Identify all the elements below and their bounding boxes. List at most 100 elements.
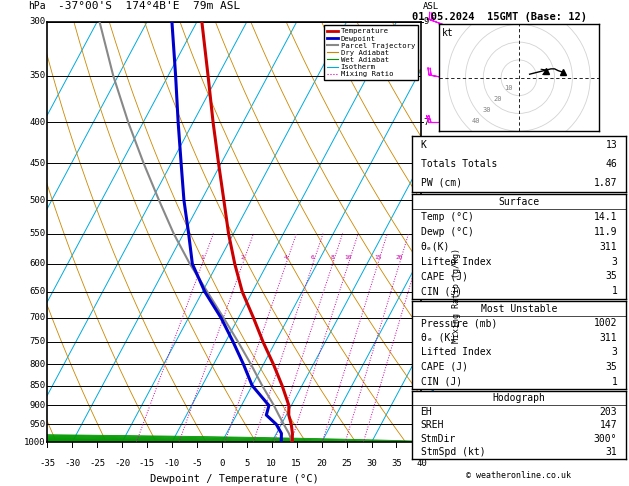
Text: Mixing Ratio (g/kg): Mixing Ratio (g/kg) xyxy=(452,248,460,343)
Text: 203: 203 xyxy=(599,407,617,417)
Text: hPa: hPa xyxy=(28,1,45,11)
Text: © weatheronline.co.uk: © weatheronline.co.uk xyxy=(467,471,571,480)
Text: 40: 40 xyxy=(416,459,427,468)
Text: 15: 15 xyxy=(374,255,381,260)
Text: 0: 0 xyxy=(219,459,225,468)
Text: 300°: 300° xyxy=(594,434,617,444)
Text: 1: 1 xyxy=(423,381,429,390)
Text: km
ASL: km ASL xyxy=(423,0,440,11)
Text: Lifted Index: Lifted Index xyxy=(421,257,491,267)
Text: Totals Totals: Totals Totals xyxy=(421,159,497,169)
Text: 1: 1 xyxy=(200,255,204,260)
Text: θₑ(K): θₑ(K) xyxy=(421,242,450,252)
Text: 311: 311 xyxy=(599,242,617,252)
Text: Surface: Surface xyxy=(498,197,540,207)
Text: 3: 3 xyxy=(611,347,617,357)
Text: 3: 3 xyxy=(423,313,429,322)
Text: -20: -20 xyxy=(114,459,130,468)
Text: 6: 6 xyxy=(311,255,314,260)
Text: 11.9: 11.9 xyxy=(594,226,617,237)
Text: 500: 500 xyxy=(29,196,45,205)
Text: 10: 10 xyxy=(504,86,513,91)
Text: 300: 300 xyxy=(29,17,45,26)
Legend: Temperature, Dewpoint, Parcel Trajectory, Dry Adiabat, Wet Adiabat, Isotherm, Mi: Temperature, Dewpoint, Parcel Trajectory… xyxy=(324,25,418,80)
Text: 01.05.2024  15GMT (Base: 12): 01.05.2024 15GMT (Base: 12) xyxy=(412,12,587,22)
Text: 1002: 1002 xyxy=(594,318,617,328)
Text: -30: -30 xyxy=(64,459,80,468)
Text: CAPE (J): CAPE (J) xyxy=(421,272,467,281)
Text: kt: kt xyxy=(442,28,454,37)
Text: 950: 950 xyxy=(29,420,45,429)
Text: 450: 450 xyxy=(29,159,45,168)
Text: 40: 40 xyxy=(472,118,481,123)
Text: 1: 1 xyxy=(611,377,617,386)
Text: 15: 15 xyxy=(291,459,302,468)
Text: 900: 900 xyxy=(29,401,45,410)
Text: 30: 30 xyxy=(482,107,491,113)
Text: 1: 1 xyxy=(611,286,617,296)
Text: EH: EH xyxy=(421,407,432,417)
Text: CIN (J): CIN (J) xyxy=(421,286,462,296)
Text: 147: 147 xyxy=(599,420,617,430)
Text: 25: 25 xyxy=(341,459,352,468)
Text: 0: 0 xyxy=(423,420,429,429)
Text: 7: 7 xyxy=(423,118,429,127)
Text: K: K xyxy=(421,140,426,150)
Text: 35: 35 xyxy=(606,362,617,372)
Text: CAPE (J): CAPE (J) xyxy=(421,362,467,372)
Text: 25: 25 xyxy=(413,255,420,260)
Text: 10: 10 xyxy=(345,255,352,260)
Text: 1000: 1000 xyxy=(24,438,45,447)
Text: 800: 800 xyxy=(29,360,45,369)
Text: 850: 850 xyxy=(29,381,45,390)
Text: 350: 350 xyxy=(29,71,45,80)
Text: -37°00'S  174°4B'E  79m ASL: -37°00'S 174°4B'E 79m ASL xyxy=(58,1,241,11)
Text: -10: -10 xyxy=(164,459,180,468)
Text: 650: 650 xyxy=(29,287,45,296)
Text: 9: 9 xyxy=(423,17,429,26)
Text: CIN (J): CIN (J) xyxy=(421,377,462,386)
Text: 700: 700 xyxy=(29,313,45,322)
Text: Dewp (°C): Dewp (°C) xyxy=(421,226,474,237)
Text: 550: 550 xyxy=(29,229,45,238)
Text: Most Unstable: Most Unstable xyxy=(481,304,557,313)
Text: LCL: LCL xyxy=(423,427,440,436)
Text: 20: 20 xyxy=(396,255,403,260)
Text: 31: 31 xyxy=(606,448,617,457)
Text: 8: 8 xyxy=(331,255,335,260)
Text: 2: 2 xyxy=(241,255,244,260)
Text: 14.1: 14.1 xyxy=(594,212,617,222)
Text: Dewpoint / Temperature (°C): Dewpoint / Temperature (°C) xyxy=(150,474,319,484)
Text: 35: 35 xyxy=(606,272,617,281)
Text: -25: -25 xyxy=(89,459,105,468)
Text: -5: -5 xyxy=(191,459,203,468)
Text: Hodograph: Hodograph xyxy=(493,393,545,403)
Text: 20: 20 xyxy=(493,96,502,102)
Text: Temp (°C): Temp (°C) xyxy=(421,212,474,222)
Text: 4: 4 xyxy=(284,255,287,260)
Text: 30: 30 xyxy=(366,459,377,468)
Text: 46: 46 xyxy=(606,159,617,169)
Text: Lifted Index: Lifted Index xyxy=(421,347,491,357)
Text: θₑ (K): θₑ (K) xyxy=(421,333,456,343)
Text: 6: 6 xyxy=(423,196,429,205)
Text: 5: 5 xyxy=(244,459,250,468)
Text: 400: 400 xyxy=(29,118,45,127)
Text: -15: -15 xyxy=(139,459,155,468)
Text: SREH: SREH xyxy=(421,420,444,430)
Text: -35: -35 xyxy=(39,459,55,468)
Text: StmDir: StmDir xyxy=(421,434,456,444)
Text: 750: 750 xyxy=(29,337,45,347)
Text: 1.87: 1.87 xyxy=(594,178,617,188)
Text: StmSpd (kt): StmSpd (kt) xyxy=(421,448,485,457)
Text: 600: 600 xyxy=(29,260,45,268)
Text: 10: 10 xyxy=(266,459,277,468)
Text: 311: 311 xyxy=(599,333,617,343)
Text: Pressure (mb): Pressure (mb) xyxy=(421,318,497,328)
Text: 35: 35 xyxy=(391,459,402,468)
Text: 2: 2 xyxy=(423,360,429,369)
Text: 13: 13 xyxy=(606,140,617,150)
Text: 4: 4 xyxy=(423,260,429,268)
Text: 20: 20 xyxy=(316,459,327,468)
Text: 3: 3 xyxy=(611,257,617,267)
